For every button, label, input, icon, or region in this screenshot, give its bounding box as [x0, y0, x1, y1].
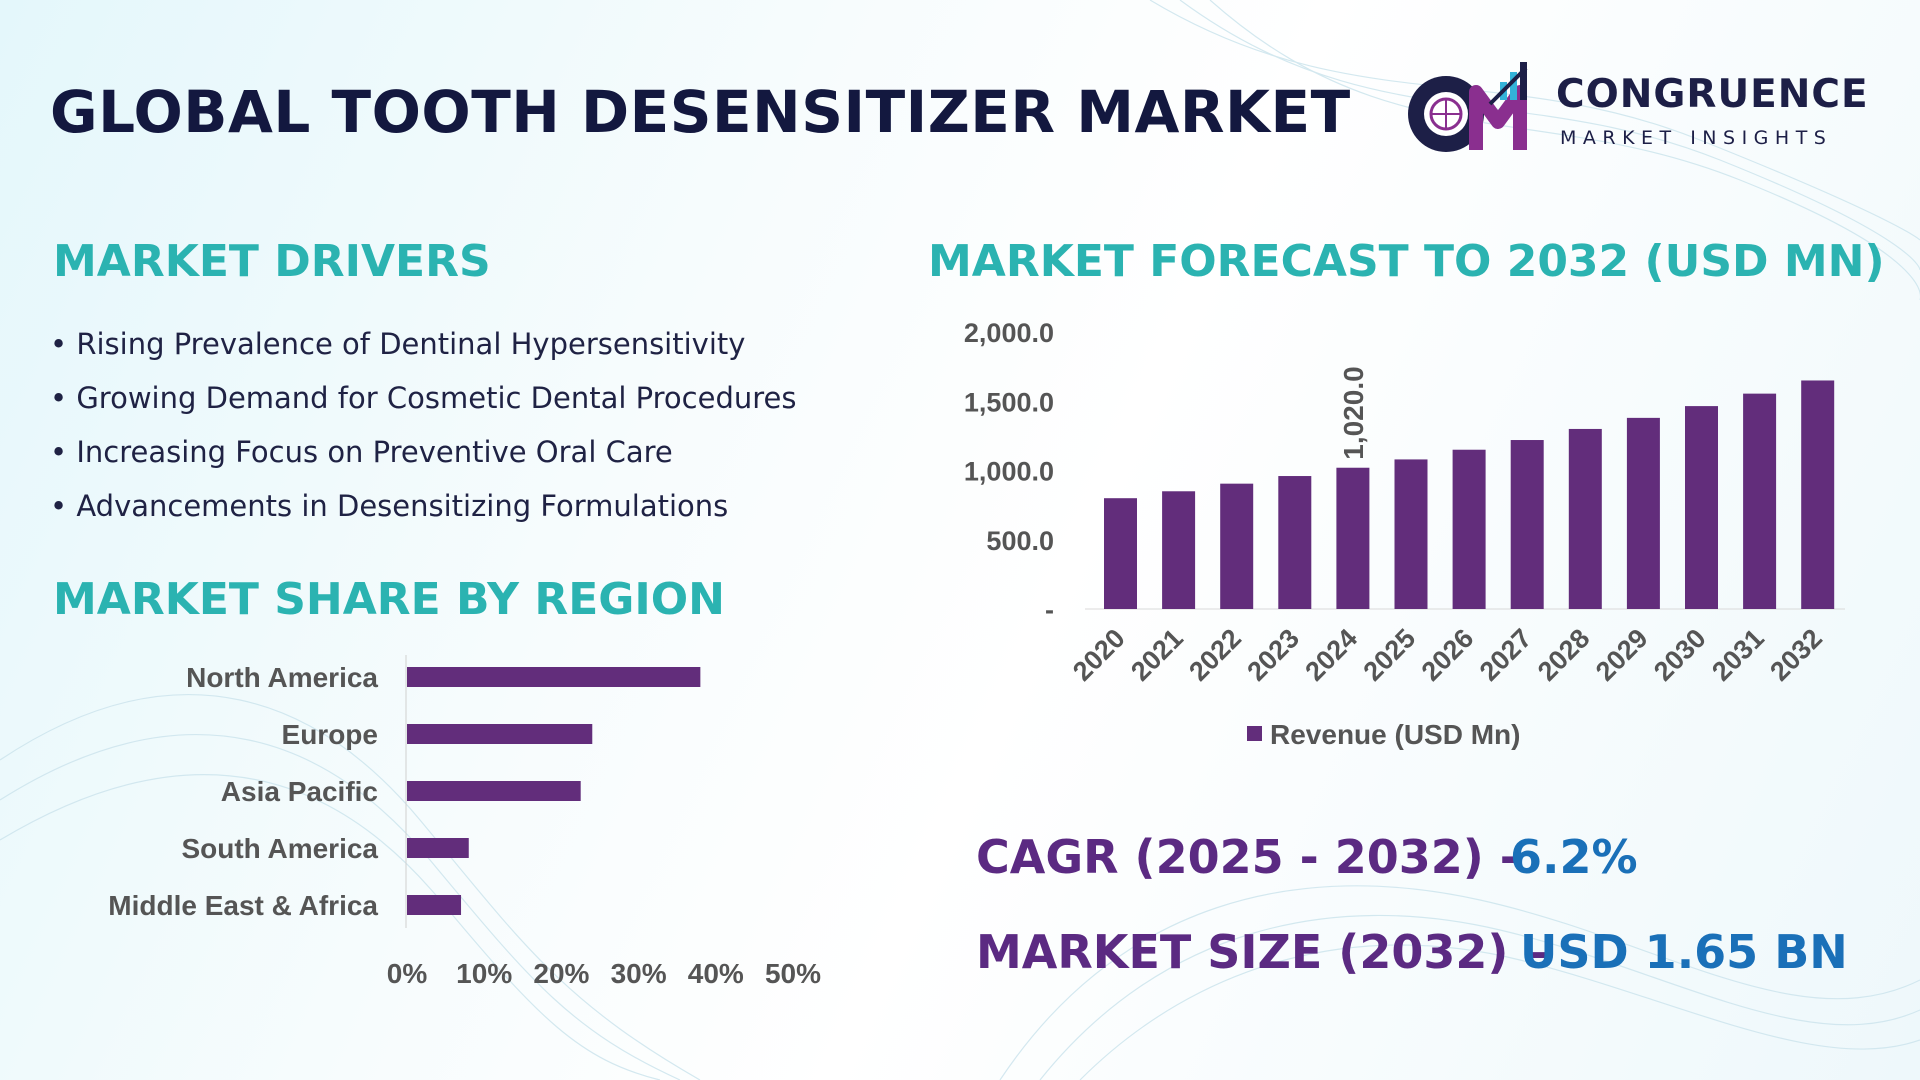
forecast-bar — [1510, 440, 1544, 609]
driver-item: Advancements in Desensitizing Formulatio… — [50, 484, 796, 538]
driver-item: Rising Prevalence of Dentinal Hypersensi… — [50, 322, 796, 376]
region-bar — [407, 838, 469, 858]
forecast-bar — [1336, 467, 1370, 609]
drivers-list: Rising Prevalence of Dentinal Hypersensi… — [50, 322, 796, 538]
page-title: GLOBAL TOOTH DESENSITIZER MARKET — [50, 78, 1351, 146]
market-size-label: MARKET SIZE (2032) – — [976, 925, 1548, 979]
region-heading: MARKET SHARE BY REGION — [53, 574, 725, 625]
data-label: 1,020.0 — [1338, 366, 1369, 459]
driver-item: Increasing Focus on Preventive Oral Care — [50, 430, 796, 484]
x-tick-label: 30% — [611, 958, 667, 989]
x-tick-label: 2022 — [1183, 623, 1247, 687]
forecast-bar — [1743, 393, 1777, 609]
forecast-bar — [1394, 459, 1428, 609]
x-tick-label: 2020 — [1067, 623, 1131, 687]
x-tick-label: 2031 — [1706, 623, 1770, 687]
company-logo: CONGRUENCE MARKET INSIGHTS — [1398, 52, 1868, 162]
cm-globe-chart-logo-icon — [1408, 62, 1528, 152]
forecast-chart: -500.01,000.01,500.02,000.02020202120222… — [964, 318, 1845, 750]
forecast-bar — [1452, 449, 1486, 609]
region-bar — [407, 667, 701, 687]
x-tick-label: 2029 — [1590, 623, 1654, 687]
cagr-value: 6.2% — [1510, 830, 1638, 884]
x-tick-label: 2027 — [1474, 623, 1538, 687]
x-tick-label: 2030 — [1648, 623, 1712, 687]
forecast-bar — [1685, 406, 1718, 609]
forecast-bar — [1801, 380, 1835, 609]
forecast-heading: MARKET FORECAST TO 2032 (USD MN) — [928, 236, 1885, 287]
region-share-chart: North America Europe Asia Pacific South Ame… — [108, 655, 821, 989]
y-tick-label: 2,000.0 — [964, 318, 1054, 348]
x-tick-label: 20% — [533, 958, 589, 989]
y-tick-label: 1,000.0 — [964, 457, 1054, 487]
region-bar — [407, 781, 581, 801]
category-label: Asia Pacific — [221, 776, 378, 807]
y-tick-label: 1,500.0 — [964, 387, 1054, 417]
category-label: Middle East & Africa — [108, 890, 378, 921]
category-label: Europe — [282, 719, 378, 750]
region-bar — [407, 724, 593, 744]
x-tick-label: 2025 — [1358, 623, 1422, 687]
x-tick-label: 2024 — [1299, 623, 1363, 687]
forecast-bar — [1162, 491, 1196, 609]
legend-label: Revenue (USD Mn) — [1270, 719, 1520, 750]
x-tick-label: 40% — [688, 958, 744, 989]
market-size-value: USD 1.65 BN — [1520, 925, 1848, 979]
y-tick-label: 500.0 — [986, 526, 1054, 556]
drivers-heading: MARKET DRIVERS — [53, 236, 491, 287]
logo-tagline: MARKET INSIGHTS — [1560, 127, 1833, 149]
forecast-bar — [1278, 476, 1312, 609]
forecast-bar — [1626, 417, 1660, 609]
x-tick-label: 0% — [387, 958, 428, 989]
category-label: South America — [181, 833, 378, 864]
forecast-bar — [1568, 428, 1602, 609]
forecast-bar — [1104, 498, 1137, 609]
x-tick-label: 50% — [765, 958, 821, 989]
x-tick-label: 2032 — [1764, 623, 1828, 687]
legend-swatch — [1247, 726, 1262, 741]
x-tick-label: 2026 — [1416, 623, 1480, 687]
cagr-label: CAGR (2025 - 2032) - — [976, 830, 1519, 884]
logo-name: CONGRUENCE — [1556, 72, 1869, 117]
x-tick-label: 2028 — [1532, 623, 1596, 687]
x-tick-label: 2021 — [1125, 623, 1189, 687]
x-tick-label: 10% — [456, 958, 512, 989]
driver-item: Growing Demand for Cosmetic Dental Proce… — [50, 376, 796, 430]
forecast-bar — [1220, 483, 1254, 609]
x-tick-label: 2023 — [1241, 623, 1305, 687]
region-bar — [407, 895, 462, 915]
category-label: North America — [186, 662, 378, 693]
y-tick-label: - — [1045, 595, 1054, 625]
